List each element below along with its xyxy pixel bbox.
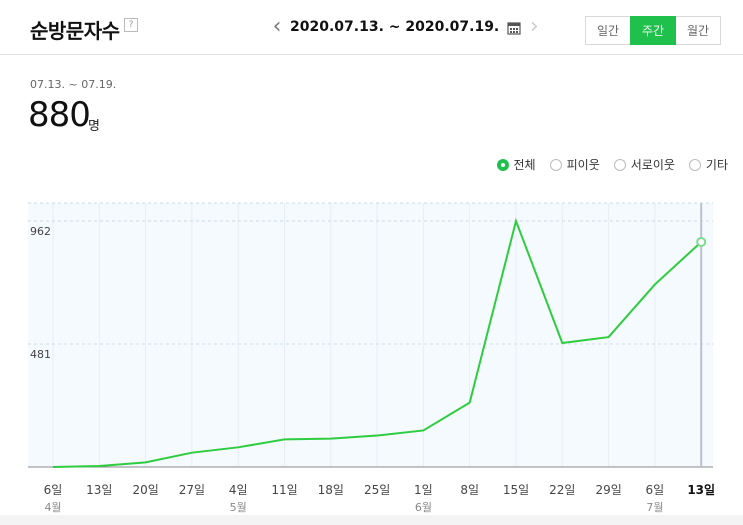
x-tick-label: 6일 <box>43 483 63 497</box>
y-tick-label: 481 <box>30 348 51 361</box>
month-label: 4월 <box>44 501 62 514</box>
x-tick-label: 13일 <box>687 483 716 497</box>
radio-icon[interactable] <box>688 158 701 171</box>
x-tick-label: 25일 <box>363 483 391 497</box>
next-arrow-icon[interactable]: › <box>529 14 539 39</box>
header: 순방문자수 ? ‹ 2020.07.13. ~ 2020.07.19. › 일간… <box>0 0 743 55</box>
radio-icon[interactable] <box>549 158 562 171</box>
visitor-count: 880 <box>28 95 91 135</box>
x-tick-label: 15일 <box>502 483 530 497</box>
page-title: 순방문자수 <box>30 19 120 43</box>
x-tick-label: 1일 <box>414 483 433 497</box>
period-monthly-button[interactable]: 월간 <box>675 16 721 45</box>
legend: 전체 피이웃 서로이웃 기타 <box>483 156 728 173</box>
month-label: 6월 <box>414 501 432 514</box>
radio-icon[interactable] <box>496 158 509 171</box>
x-tick-label: 4일 <box>228 483 248 497</box>
legend-item-mutual[interactable]: 서로이웃 <box>613 156 675 173</box>
legend-label: 서로이웃 <box>630 158 675 172</box>
help-icon[interactable]: ? <box>124 18 138 32</box>
x-tick-label: 8일 <box>460 483 480 497</box>
x-tick-label: 11일 <box>271 483 298 497</box>
prev-arrow-icon[interactable]: ‹ <box>272 14 282 39</box>
radio-icon[interactable] <box>613 158 626 171</box>
legend-label: 기타 <box>705 158 728 172</box>
month-label: 7월 <box>646 501 664 514</box>
y-tick-label: 962 <box>30 225 51 238</box>
calendar-icon[interactable] <box>507 20 521 35</box>
legend-label: 피이웃 <box>566 158 600 172</box>
x-tick-label: 29일 <box>595 483 622 497</box>
x-tick-label: 13일 <box>86 483 113 497</box>
summary-date: 07.13. ~ 07.19. <box>30 78 117 91</box>
plot-background <box>28 203 713 467</box>
x-tick-label: 27일 <box>178 483 206 497</box>
x-tick-label: 18일 <box>317 483 344 497</box>
period-weekly-button[interactable]: 주간 <box>630 16 676 45</box>
data-point-highlight <box>696 236 707 247</box>
legend-item-all[interactable]: 전체 <box>496 156 536 173</box>
x-tick-label: 6일 <box>645 483 665 497</box>
period-daily-button[interactable]: 일간 <box>585 16 631 45</box>
bottom-bar <box>0 515 743 525</box>
visitor-unit: 명 <box>88 119 100 134</box>
legend-item-neighbor[interactable]: 피이웃 <box>549 156 600 173</box>
x-tick-label: 20일 <box>132 483 159 497</box>
date-range: 2020.07.13. ~ 2020.07.19. <box>290 19 500 35</box>
series-line <box>52 217 702 468</box>
date-navigator: ‹ 2020.07.13. ~ 2020.07.19. › <box>268 14 543 40</box>
month-label: 5월 <box>229 501 247 514</box>
x-tick-label: 22일 <box>549 483 576 497</box>
period-toggle: 일간 주간 월간 <box>585 16 721 45</box>
legend-item-other[interactable]: 기타 <box>688 156 728 173</box>
legend-label: 전체 <box>513 158 536 172</box>
